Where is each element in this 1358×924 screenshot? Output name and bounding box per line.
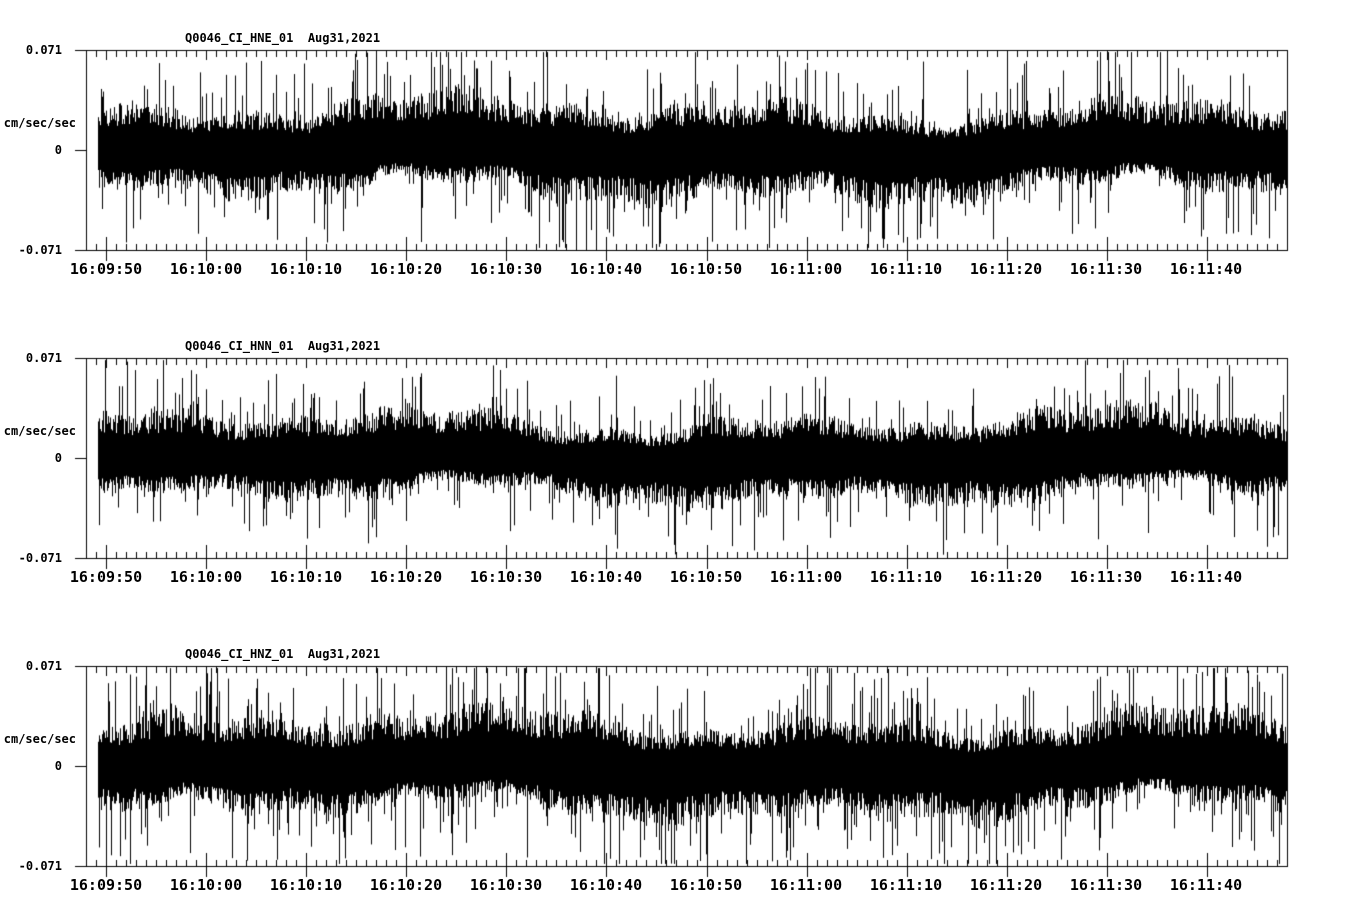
x-tick-label: 16:10:40 <box>569 876 643 894</box>
x-tick-label: 16:09:50 <box>69 876 143 894</box>
seismogram-panel: Q0046_CI_HNN_01 Aug31,2021 0.071 cm/sec/… <box>0 308 1358 616</box>
x-tick-label: 16:09:50 <box>69 260 143 278</box>
x-tick-label: 16:10:40 <box>569 260 643 278</box>
seismogram-panel: Q0046_CI_HNZ_01 Aug31,2021 0.071 cm/sec/… <box>0 616 1358 924</box>
x-tick-label: 16:10:50 <box>669 876 743 894</box>
x-tick-label: 16:11:10 <box>869 568 943 586</box>
x-tick-label: 16:10:00 <box>169 568 243 586</box>
seismogram-panel: Q0046_CI_HNE_01 Aug31,2021 0.071 cm/sec/… <box>0 0 1358 308</box>
y-tick-label-zero: 0 <box>54 143 62 157</box>
waveform-canvas <box>70 47 1290 267</box>
x-tick-label: 16:11:20 <box>969 260 1043 278</box>
x-tick-label: 16:11:30 <box>1069 260 1143 278</box>
y-tick-label-min: -0.071 <box>18 859 62 873</box>
plot-title: Q0046_CI_HNN_01 Aug31,2021 <box>185 339 381 353</box>
x-tick-label: 16:11:30 <box>1069 876 1143 894</box>
x-tick-label: 16:10:10 <box>269 260 343 278</box>
waveform-canvas <box>70 355 1290 575</box>
x-tick-label: 16:11:40 <box>1169 876 1243 894</box>
x-tick-label: 16:11:10 <box>869 260 943 278</box>
plot-title: Q0046_CI_HNE_01 Aug31,2021 <box>185 31 381 45</box>
x-tick-label: 16:11:20 <box>969 568 1043 586</box>
x-tick-label: 16:10:00 <box>169 260 243 278</box>
plot-title: Q0046_CI_HNZ_01 Aug31,2021 <box>185 647 381 661</box>
y-tick-label-min: -0.071 <box>18 551 62 565</box>
x-tick-label: 16:11:00 <box>769 876 843 894</box>
x-tick-label: 16:11:40 <box>1169 568 1243 586</box>
y-tick-label-zero: 0 <box>54 451 62 465</box>
x-axis-labels: 16:09:50 16:10:00 16:10:10 16:10:20 16:10:30… <box>0 568 1358 586</box>
x-tick-label: 16:10:10 <box>269 568 343 586</box>
x-tick-label: 16:10:20 <box>369 568 443 586</box>
x-tick-label: 16:10:50 <box>669 260 743 278</box>
x-tick-label: 16:10:10 <box>269 876 343 894</box>
x-tick-label: 16:10:20 <box>369 876 443 894</box>
x-tick-label: 16:10:00 <box>169 876 243 894</box>
x-tick-label: 16:10:50 <box>669 568 743 586</box>
y-tick-label-zero: 0 <box>54 759 62 773</box>
x-axis-labels: 16:09:50 16:10:00 16:10:10 16:10:20 16:10:30… <box>0 876 1358 894</box>
y-tick-label-max: 0.071 <box>25 43 62 57</box>
x-tick-label: 16:10:30 <box>469 260 543 278</box>
x-tick-label: 16:10:30 <box>469 568 543 586</box>
x-tick-label: 16:10:40 <box>569 568 643 586</box>
x-tick-label: 16:11:00 <box>769 260 843 278</box>
x-tick-label: 16:10:20 <box>369 260 443 278</box>
y-axis-unit-label: cm/sec/sec <box>3 424 76 438</box>
x-tick-label: 16:11:40 <box>1169 260 1243 278</box>
waveform-canvas <box>70 663 1290 883</box>
y-tick-label-max: 0.071 <box>25 351 62 365</box>
x-tick-label: 16:11:00 <box>769 568 843 586</box>
y-axis-unit-label: cm/sec/sec <box>3 732 76 746</box>
x-axis-labels: 16:09:50 16:10:00 16:10:10 16:10:20 16:10:30… <box>0 260 1358 278</box>
y-axis-unit-label: cm/sec/sec <box>3 116 76 130</box>
y-tick-label-min: -0.071 <box>18 243 62 257</box>
x-tick-label: 16:10:30 <box>469 876 543 894</box>
y-tick-label-max: 0.071 <box>25 659 62 673</box>
x-tick-label: 16:11:10 <box>869 876 943 894</box>
x-tick-label: 16:11:20 <box>969 876 1043 894</box>
x-tick-label: 16:11:30 <box>1069 568 1143 586</box>
x-tick-label: 16:09:50 <box>69 568 143 586</box>
